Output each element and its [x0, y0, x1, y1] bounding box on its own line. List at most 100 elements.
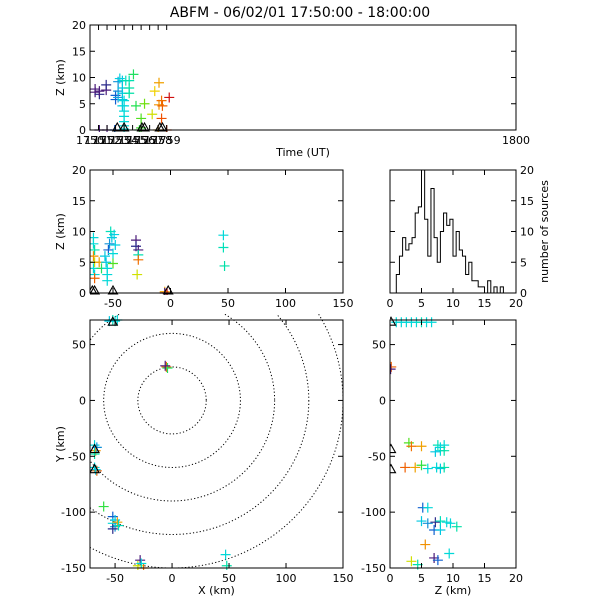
source-point — [94, 86, 105, 97]
source-point — [162, 363, 173, 374]
source-point — [90, 449, 100, 460]
source-point — [124, 88, 135, 99]
x-tick-label: 0 — [387, 572, 394, 585]
source-point — [113, 520, 124, 531]
x-axis-label: Time (UT) — [275, 146, 330, 159]
source-point — [110, 90, 121, 101]
x-tick-label: 10 — [446, 572, 460, 585]
x-tick-label: 1754 — [110, 134, 138, 147]
x-tick-label: 1751 — [85, 134, 113, 147]
x-tick-label: 1753 — [102, 134, 130, 147]
y-tick-label: 15 — [72, 195, 86, 208]
source-point — [157, 100, 168, 111]
y-tick-label: 20 — [72, 19, 86, 32]
x-tick-label: 15 — [478, 572, 492, 585]
sensor-triangle — [390, 443, 397, 454]
range-ring — [137, 366, 207, 435]
x-tick-label: 5 — [418, 572, 425, 585]
source-point — [445, 518, 456, 529]
source-point — [416, 516, 427, 527]
x-tick-label: 1756 — [127, 134, 155, 147]
figure-title: ABFM - 06/02/01 17:50:00 - 18:00:00 — [170, 5, 430, 21]
y-tick-label: 0 — [520, 287, 527, 300]
x-axis-label: Z (km) — [435, 584, 472, 597]
range-ring — [90, 314, 343, 569]
source-point — [104, 316, 115, 327]
y-tick-label: -50 — [68, 450, 86, 463]
y-tick-label: 20 — [72, 164, 86, 177]
source-point — [219, 260, 230, 271]
x-tick-label: 5 — [418, 297, 425, 310]
y-tick-label: 5 — [79, 98, 86, 111]
sensor-triangle — [139, 121, 150, 132]
source-point — [435, 516, 446, 527]
y-tick-label: 5 — [520, 256, 527, 269]
source-point — [430, 446, 441, 457]
source-point — [422, 502, 433, 513]
x-tick-label: 20 — [509, 297, 523, 310]
source-point — [133, 254, 144, 265]
source-point — [90, 273, 100, 284]
x-tick-label: -50 — [106, 572, 124, 585]
sensor-triangle — [90, 443, 100, 454]
source-point — [410, 462, 421, 473]
source-point — [113, 92, 124, 103]
source-point — [156, 95, 167, 106]
source-point — [422, 518, 433, 529]
x-tick-label: 1800 — [502, 134, 530, 147]
x-tick-label: -50 — [104, 297, 122, 310]
y-axis-label: Z (km) — [54, 213, 67, 250]
source-point — [406, 556, 417, 567]
source-point — [149, 86, 160, 97]
y-tick-label: 5 — [79, 256, 86, 269]
x-tick-label: 100 — [275, 297, 296, 310]
y-tick-label: -50 — [368, 450, 386, 463]
x-tick-label: 0 — [387, 297, 394, 310]
source-point — [90, 244, 100, 255]
plan_view-marks — [90, 314, 343, 570]
source-point — [101, 79, 112, 90]
panel-height_y: 0 5 10 15 20 -150 -100 -50 0 50 Z (km) — [361, 316, 523, 597]
y-tick-label: -150 — [361, 562, 386, 575]
histogram-marks — [390, 169, 516, 294]
sensor-triangle — [390, 463, 397, 474]
source-point — [147, 109, 158, 120]
source-point — [444, 548, 455, 559]
y-axis-label: number of sources — [538, 180, 551, 283]
sensor-triangle — [118, 121, 130, 132]
source-point — [131, 100, 142, 111]
x_height-frame — [89, 169, 344, 294]
source-point — [439, 462, 450, 473]
x-tick-label: 1758 — [144, 134, 172, 147]
source-point — [154, 77, 165, 88]
source-point — [128, 69, 139, 80]
source-point — [164, 92, 175, 103]
source-point — [139, 98, 150, 109]
source-point — [110, 240, 121, 251]
x-tick-label: 100 — [276, 572, 297, 585]
source-point — [400, 462, 411, 473]
histogram-outline — [390, 169, 516, 294]
plan_view-frame — [89, 319, 344, 569]
y-tick-label: 10 — [72, 72, 86, 85]
range-ring — [90, 314, 310, 535]
source-point — [161, 361, 172, 372]
panel-x_height: -50 0 50 100 150 0 5 10 15 20 Z (km) — [54, 164, 354, 310]
source-point — [390, 364, 396, 375]
x-tick-label: 1755 — [119, 134, 147, 147]
y-axis-label: Y (km) — [54, 426, 67, 463]
source-point — [416, 460, 427, 471]
x-tick-label: 20 — [509, 572, 523, 585]
x-tick-label: 1752 — [93, 134, 121, 147]
source-point — [109, 229, 120, 240]
source-point — [420, 539, 431, 550]
x_height-marks — [90, 226, 230, 295]
source-point — [99, 251, 110, 262]
sensor-triangle — [107, 284, 119, 295]
height_y-marks — [390, 316, 462, 570]
source-point — [98, 501, 109, 512]
y-tick-label: 0 — [79, 394, 86, 407]
source-point — [221, 560, 232, 570]
y-tick-label: 15 — [520, 195, 534, 208]
